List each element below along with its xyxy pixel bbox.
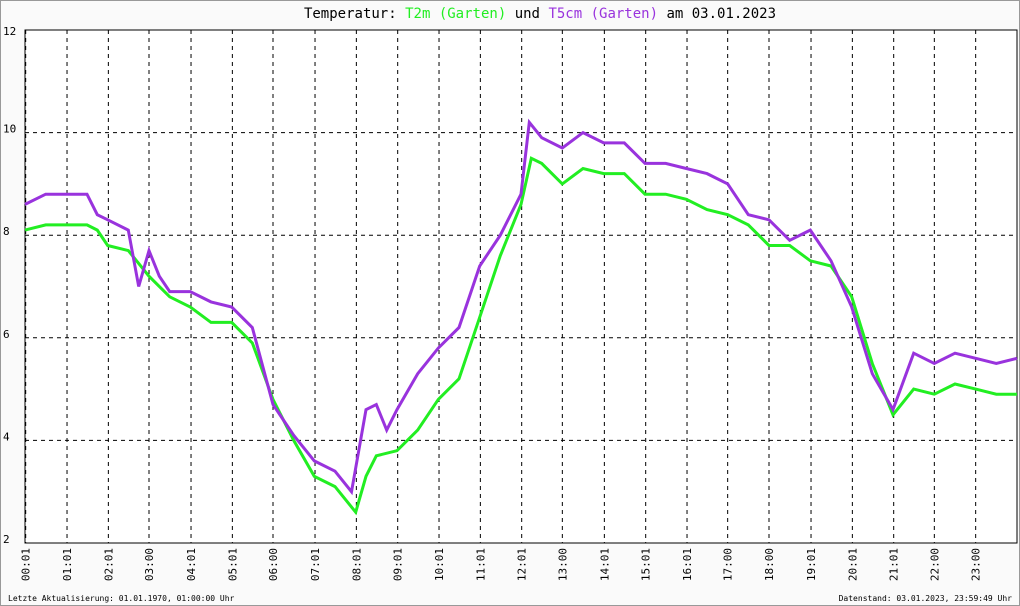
x-tick-label: 11:01: [474, 548, 487, 581]
x-tick-label: 09:01: [392, 548, 405, 581]
y-tick-label: 2: [3, 533, 10, 546]
x-tick-label: 13:00: [556, 548, 569, 581]
x-tick-label: 00:01: [20, 548, 33, 581]
x-tick-label: 18:00: [763, 548, 776, 581]
x-tick-label: 02:01: [102, 548, 115, 581]
x-tick-label: 19:01: [805, 548, 818, 581]
x-tick-label: 05:01: [226, 548, 239, 581]
title-joiner: und: [515, 6, 540, 22]
plot-area: [24, 29, 1018, 544]
x-tick-label: 21:01: [888, 548, 901, 581]
y-tick-label: 8: [3, 225, 10, 238]
x-tick-label: 01:01: [61, 548, 74, 581]
y-tick-label: 4: [3, 430, 10, 443]
chart-title: Temperatur: T2m (Garten) und T5cm (Garte…: [304, 6, 776, 22]
footer-right: Datenstand: 03.01.2023, 23:59:49 Uhr: [839, 594, 1013, 603]
title-prefix: Temperatur:: [304, 6, 397, 22]
x-tick-label: 20:01: [846, 548, 859, 581]
x-tick-label: 14:01: [598, 548, 611, 581]
y-tick-label: 6: [3, 328, 10, 341]
y-tick-label: 10: [3, 123, 16, 136]
title-series: T2m (Garten): [405, 6, 506, 22]
title-suffix: am 03.01.2023: [666, 6, 776, 22]
x-tick-label: 10:01: [433, 548, 446, 581]
x-tick-label: 08:01: [350, 548, 363, 581]
x-tick-label: 15:01: [640, 548, 653, 581]
x-tick-label: 22:00: [928, 548, 941, 581]
y-tick-label: 12: [3, 25, 16, 38]
x-tick-label: 12:01: [516, 548, 529, 581]
series-line: [24, 118, 1018, 496]
x-tick-label: 07:01: [309, 548, 322, 581]
title-series: T5cm (Garten): [548, 6, 658, 22]
x-tick-label: 16:01: [681, 548, 694, 581]
x-tick-label: 04:01: [185, 548, 198, 581]
x-tick-label: 23:00: [970, 548, 983, 581]
footer-left: Letzte Aktualisierung: 01.01.1970, 01:00…: [8, 594, 235, 603]
x-tick-label: 06:00: [267, 548, 280, 581]
x-tick-label: 03:00: [143, 548, 156, 581]
x-tick-label: 17:00: [722, 548, 735, 581]
